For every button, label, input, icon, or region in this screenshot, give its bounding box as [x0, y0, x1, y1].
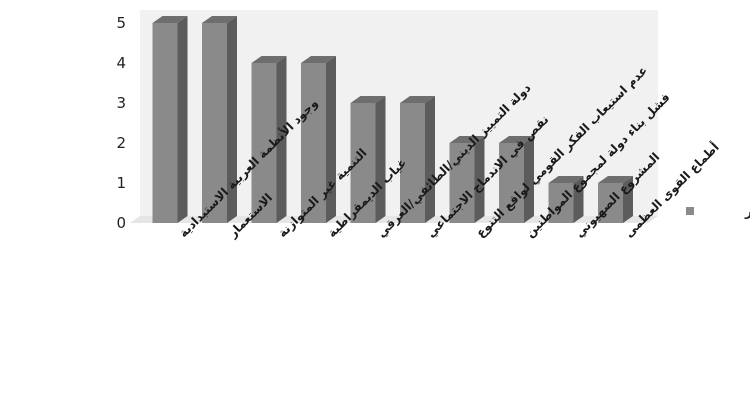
- bar-side: [524, 136, 534, 223]
- bar-front: [499, 143, 524, 223]
- bar: [499, 136, 534, 223]
- bar-side: [623, 176, 633, 223]
- bar-side: [375, 96, 386, 223]
- bar-top: [400, 96, 435, 103]
- bar-front: [350, 103, 376, 223]
- y-tick-label: 3: [116, 94, 126, 112]
- y-tick-label: 1: [116, 174, 126, 192]
- bar: [301, 56, 336, 223]
- bar: [400, 96, 435, 223]
- bar-front: [152, 23, 178, 223]
- y-tick-label: 5: [116, 14, 126, 32]
- bar-top: [152, 16, 188, 23]
- bar: [350, 96, 386, 223]
- bar-side: [326, 56, 336, 223]
- bar-top: [449, 136, 485, 143]
- bar-top: [301, 56, 336, 63]
- bar-side: [177, 16, 188, 223]
- bar: [251, 56, 287, 223]
- bar: [449, 136, 485, 223]
- bar-side: [474, 136, 485, 223]
- bar: [152, 16, 188, 223]
- bar-front: [251, 63, 277, 223]
- y-tick-label: 4: [116, 54, 126, 72]
- bar-front: [301, 63, 326, 223]
- bar-side: [276, 56, 287, 223]
- bar: [548, 176, 584, 223]
- bar-front: [449, 143, 475, 223]
- legend-label: التكرار: [744, 205, 750, 220]
- bar-front: [400, 103, 425, 223]
- bar-top: [598, 176, 633, 183]
- bar: [598, 176, 633, 223]
- bar-top: [251, 56, 287, 63]
- y-tick-label: 2: [116, 134, 126, 152]
- bar-side: [227, 16, 237, 223]
- legend-swatch: [686, 207, 694, 215]
- bar-front: [598, 183, 623, 223]
- y-tick-label: 0: [116, 214, 126, 232]
- bar-side: [573, 176, 584, 223]
- bar-top: [548, 176, 584, 183]
- bar-top: [499, 136, 534, 143]
- bar-top: [202, 16, 237, 23]
- bar-front: [548, 183, 574, 223]
- bar-top: [350, 96, 386, 103]
- bar: [202, 16, 237, 223]
- bar-front: [202, 23, 227, 223]
- bar-side: [425, 96, 435, 223]
